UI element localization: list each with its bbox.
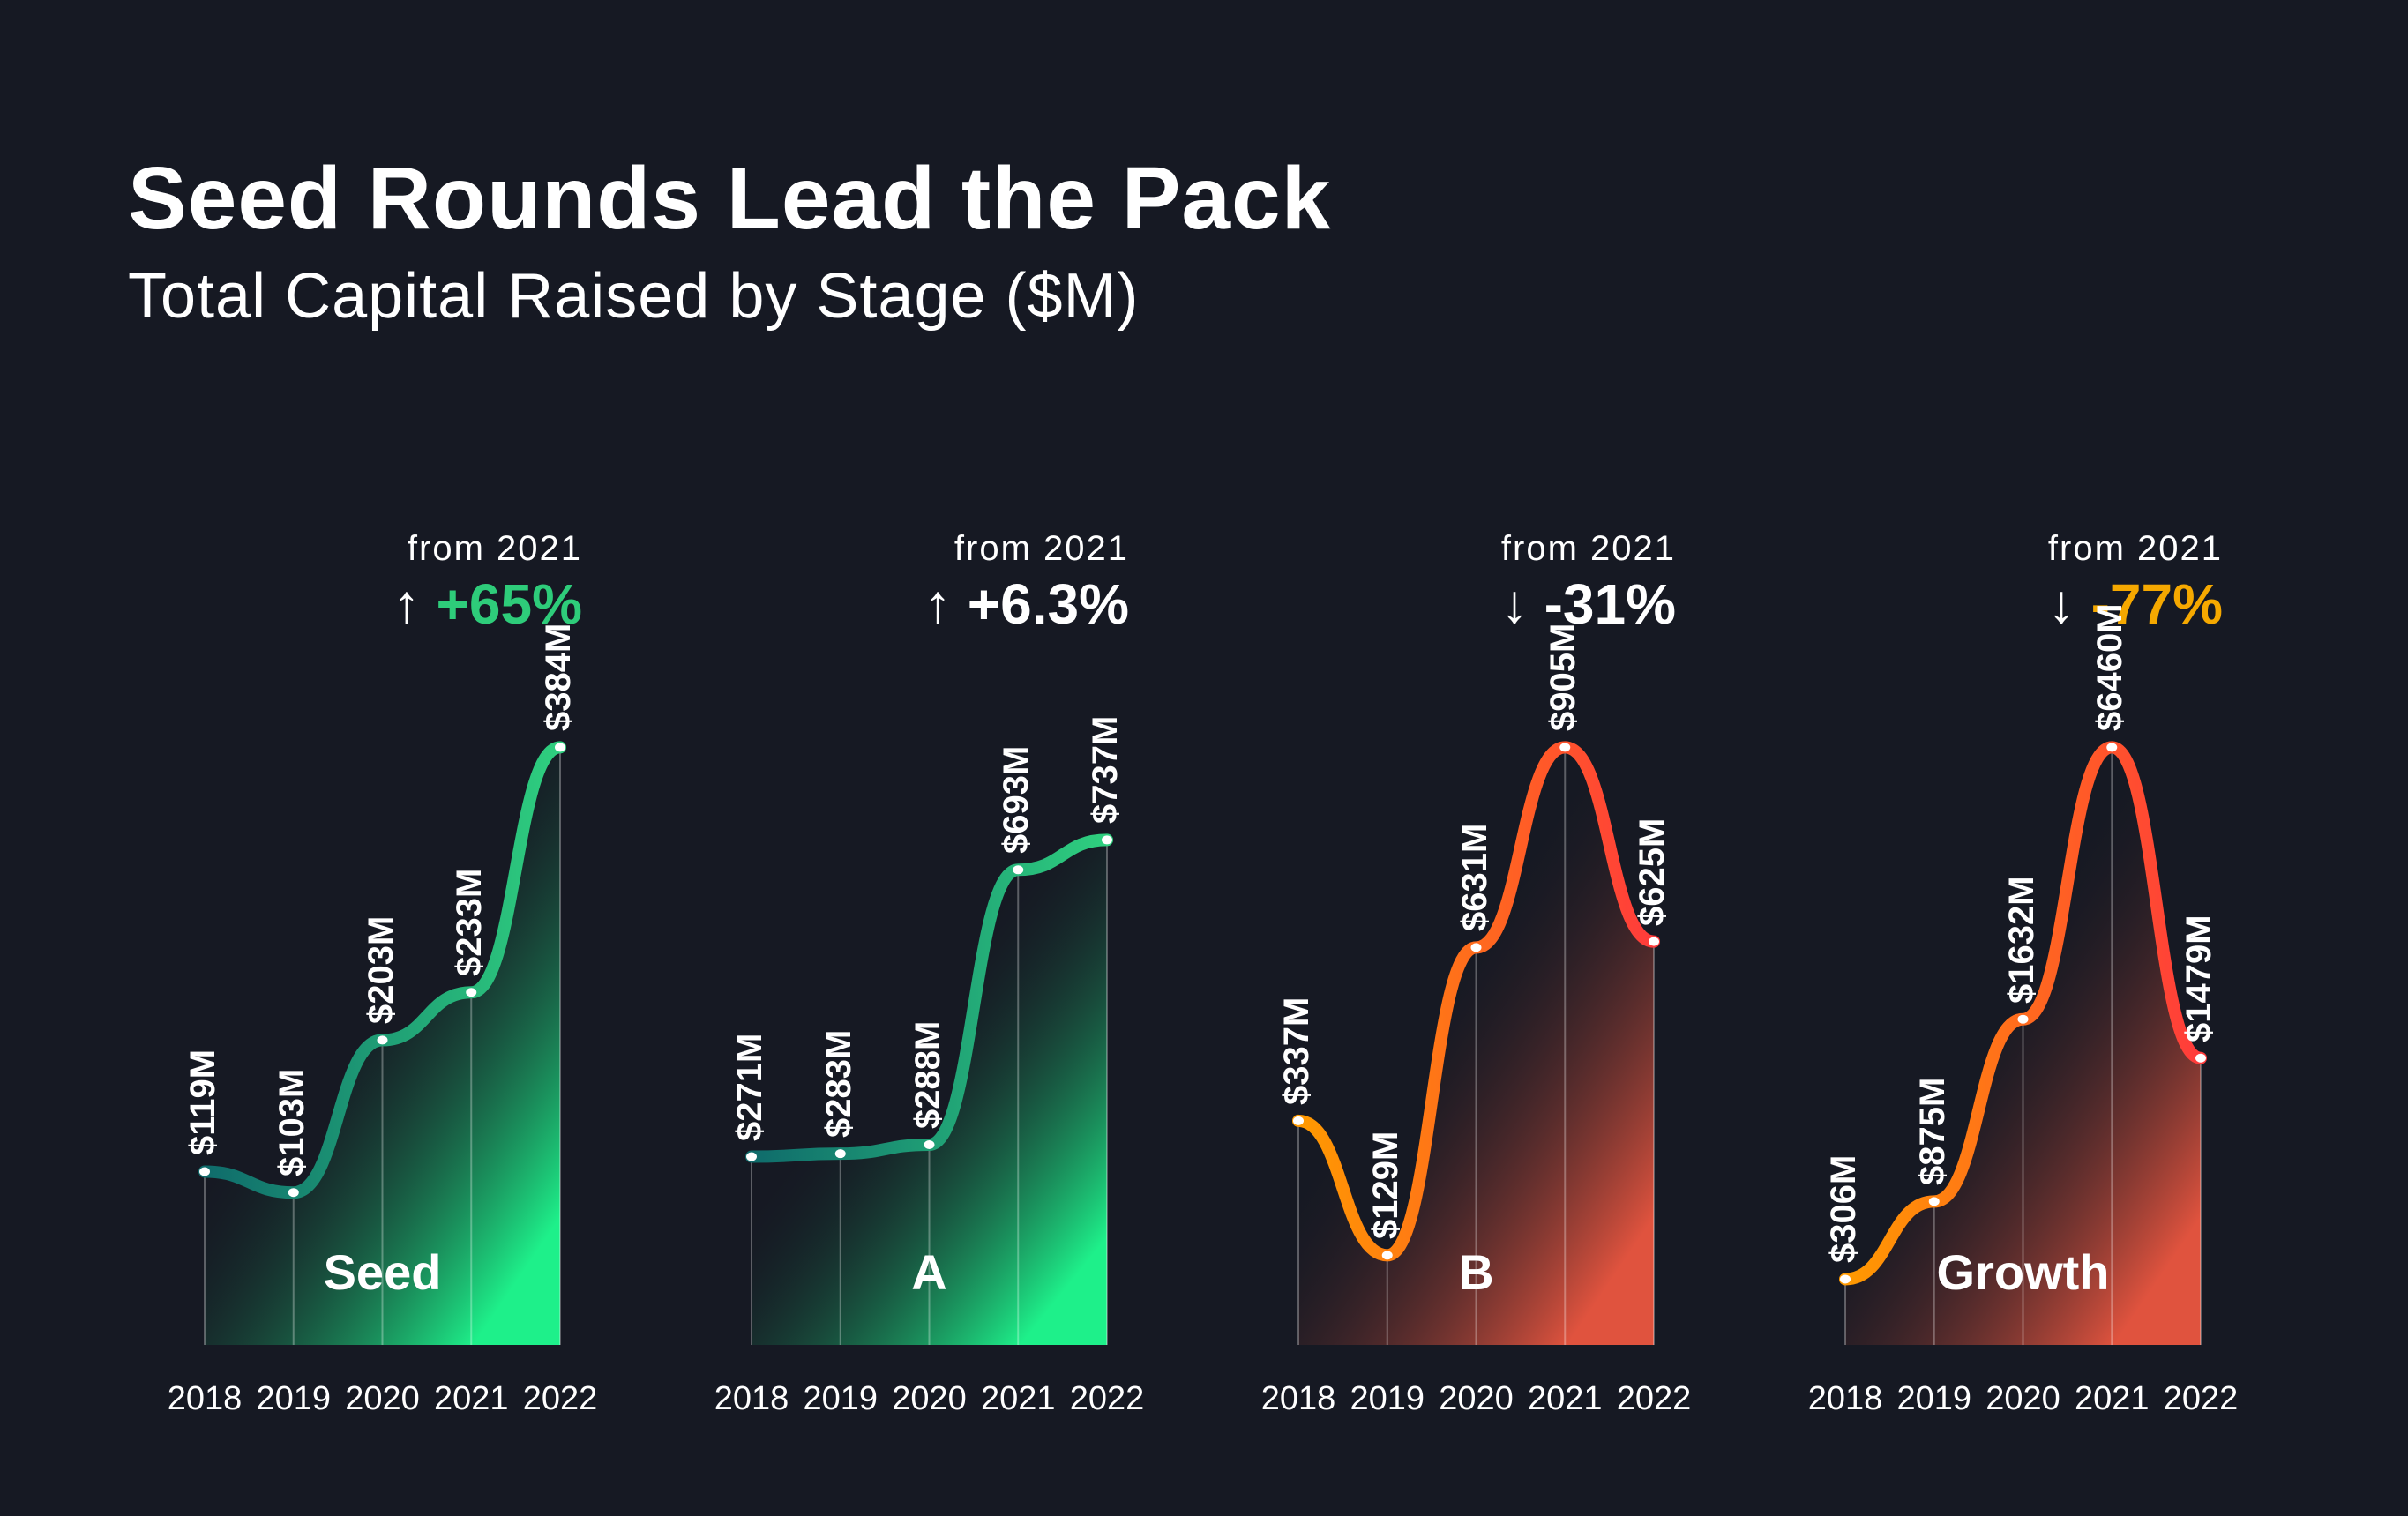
arrow-down-icon: ↓ [2047, 573, 2075, 635]
x-tick-label: 2022 [1616, 1380, 1692, 1417]
value-label: $203M [361, 916, 400, 1025]
data-point [466, 988, 477, 997]
panel-b: from 2021 ↓ -31% $337M $129M $631M $905M $625M B… [1226, 512, 1720, 1417]
value-label: $288M [908, 1020, 947, 1129]
area-chart [1292, 741, 1660, 1345]
data-point [1470, 943, 1482, 952]
value-label: $905M [1544, 624, 1583, 732]
value-label: $337M [1277, 997, 1316, 1105]
value-label: $119M [183, 1049, 222, 1156]
value-label: $103M [272, 1068, 311, 1177]
value-label: $306M [1824, 1155, 1863, 1264]
value-label: $693M [997, 745, 1036, 855]
value-label: $875M [1912, 1078, 1952, 1186]
stage-label: Seed [323, 1244, 442, 1300]
x-tick-label: 2022 [1069, 1380, 1145, 1417]
data-point [1928, 1197, 1940, 1206]
data-point [2017, 1014, 2029, 1024]
change-caption: from 2021 [407, 529, 582, 568]
data-point [199, 1167, 210, 1176]
change-value: +6.3% [967, 572, 1129, 636]
arrow-up-icon: ↑ [924, 573, 952, 635]
change-caption: from 2021 [2047, 529, 2223, 568]
panel-a: from 2021 ↑ +6.3% $271M $283M $288M $693M $737M… [679, 512, 1173, 1417]
x-tick-label: 2019 [1350, 1380, 1425, 1417]
value-label: $6460M [2090, 603, 2130, 732]
x-tick-label: 2020 [1439, 1380, 1514, 1417]
data-point [1649, 937, 1659, 946]
value-label: $737M [1086, 716, 1125, 825]
x-tick-label: 2018 [1260, 1380, 1336, 1417]
x-tick-label: 2021 [433, 1380, 509, 1417]
data-point [1102, 835, 1112, 845]
x-tick-label: 2022 [522, 1380, 598, 1417]
stage-label: Growth [1936, 1244, 2110, 1300]
change-indicator: ↑ +6.3% [924, 571, 1129, 637]
data-point [1559, 743, 1571, 752]
value-label: $631M [1455, 824, 1494, 932]
value-label: $283M [819, 1029, 858, 1139]
value-label: $384M [539, 624, 578, 732]
panel-growth: from 2021 ↓ -77% $306M $875M $1632M $6460M $147… [1773, 512, 2267, 1417]
data-point [377, 1035, 388, 1045]
x-tick-label: 2019 [256, 1380, 332, 1417]
x-tick-label: 2021 [980, 1380, 1056, 1417]
stage-label: B [1458, 1244, 1494, 1300]
data-point [1293, 1116, 1304, 1125]
chart-title: Seed Rounds Lead the Pack [128, 149, 1332, 248]
x-tick-label: 2019 [803, 1380, 879, 1417]
arrow-up-icon: ↑ [393, 573, 421, 635]
area-chart [198, 741, 566, 1345]
change-caption: from 2021 [953, 529, 1129, 568]
change-indicator: ↓ -31% [1501, 571, 1676, 637]
data-point [2195, 1053, 2206, 1063]
stage-label: A [911, 1244, 947, 1300]
panel-seed: from 2021 ↑ +65% $119M $103M $203M $233M $384M S… [132, 512, 626, 1417]
value-label: $1479M [2180, 915, 2218, 1042]
data-point [924, 1140, 935, 1150]
data-point [2106, 743, 2118, 752]
x-tick-label: 2022 [2163, 1380, 2239, 1417]
area-chart [745, 833, 1113, 1345]
x-tick-label: 2021 [2074, 1380, 2150, 1417]
x-tick-label: 2020 [345, 1380, 420, 1417]
value-label: $271M [730, 1033, 769, 1141]
value-label: $129M [1365, 1131, 1405, 1240]
change-indicator: ↓ -77% [2048, 571, 2223, 637]
area-fill [752, 840, 1107, 1345]
series-line [1839, 741, 2207, 1286]
x-tick-label: 2019 [1896, 1380, 1972, 1417]
data-point [1013, 865, 1024, 875]
data-point [746, 1152, 757, 1161]
area-fill [1845, 747, 2201, 1345]
change-value: -77% [2090, 572, 2223, 636]
change-value: -31% [1544, 572, 1676, 636]
data-point [1381, 1251, 1393, 1260]
data-point [288, 1188, 299, 1198]
x-tick-label: 2018 [1807, 1380, 1883, 1417]
x-tick-label: 2018 [167, 1380, 243, 1417]
chart-subtitle: Total Capital Raised by Stage ($M) [128, 261, 1140, 332]
arrow-down-icon: ↓ [1500, 573, 1529, 635]
change-indicator: ↑ +65% [393, 571, 582, 637]
change-value: +65% [436, 572, 582, 636]
series-line [745, 833, 1113, 1163]
x-tick-label: 2020 [892, 1380, 967, 1417]
value-label: $1632M [2001, 876, 2041, 1004]
data-point [834, 1149, 846, 1159]
x-tick-label: 2020 [1985, 1380, 2060, 1417]
change-caption: from 2021 [1500, 529, 1676, 568]
data-point [555, 743, 565, 752]
x-tick-label: 2018 [714, 1380, 789, 1417]
area-fill [1298, 747, 1654, 1345]
value-label: $625M [1633, 818, 1671, 926]
area-chart [1839, 741, 2207, 1345]
x-tick-label: 2021 [1527, 1380, 1603, 1417]
data-point [1840, 1274, 1851, 1284]
value-label: $233M [450, 868, 490, 977]
series-line [198, 741, 566, 1199]
